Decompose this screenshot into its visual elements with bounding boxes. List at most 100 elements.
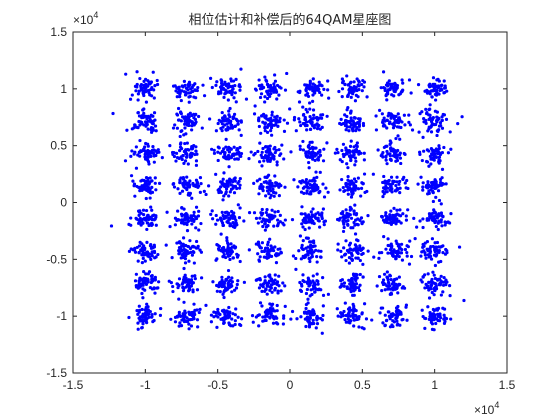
constellation-point (340, 278, 344, 282)
constellation-point (283, 284, 287, 288)
constellation-point (412, 216, 416, 221)
constellation-point (225, 236, 229, 240)
constellation-point (140, 242, 144, 246)
constellation-point (304, 218, 308, 223)
constellation-point (319, 255, 323, 259)
constellation-point (187, 123, 191, 128)
constellation-point (168, 144, 172, 148)
constellation-point (141, 282, 145, 286)
constellation-point (430, 277, 434, 282)
constellation-point (258, 255, 262, 259)
constellation-point (441, 112, 445, 117)
constellation-point (386, 251, 390, 255)
constellation-point (437, 160, 441, 164)
constellation-point (273, 73, 277, 77)
constellation-point (339, 315, 343, 319)
constellation-point (179, 141, 183, 145)
constellation-point (307, 226, 311, 230)
constellation-point (268, 306, 273, 310)
constellation-point (304, 302, 308, 307)
constellation-point (230, 290, 234, 294)
constellation-point (234, 218, 238, 223)
constellation-point (267, 192, 271, 196)
constellation-point (385, 98, 389, 102)
constellation-point (259, 153, 263, 157)
constellation-point (403, 181, 407, 185)
constellation-point (366, 249, 370, 253)
constellation-point (307, 166, 311, 170)
constellation-point (142, 216, 146, 221)
constellation-point (184, 285, 188, 289)
constellation-point (316, 157, 320, 161)
x-tick-label: 1 (431, 378, 438, 392)
constellation-point (420, 110, 424, 114)
constellation-point (308, 310, 312, 314)
constellation-point (292, 178, 296, 182)
constellation-point (390, 323, 394, 327)
constellation-point (179, 221, 184, 225)
constellation-point (260, 304, 264, 308)
constellation-point (341, 142, 346, 146)
ticks-layer: -1.5 -1 -0.5 0 0.5 1 1.5-1.5-1-0.500.511.5 (46, 25, 515, 392)
constellation-point (230, 92, 234, 97)
constellation-point (146, 308, 150, 312)
constellation-point (137, 114, 142, 118)
constellation-point (344, 239, 348, 243)
constellation-point (228, 190, 232, 194)
constellation-point (356, 239, 360, 243)
constellation-point (258, 216, 262, 220)
constellation-point (198, 190, 202, 194)
constellation-point (311, 318, 315, 322)
constellation-point (150, 130, 154, 134)
constellation-point (433, 276, 437, 281)
constellation-point (275, 114, 279, 118)
constellation-point (431, 215, 436, 219)
constellation-point (427, 149, 431, 153)
constellation-point (340, 282, 344, 286)
constellation-point (143, 259, 147, 263)
constellation-point (357, 80, 361, 84)
constellation-point (390, 244, 394, 248)
constellation-point (400, 242, 404, 246)
constellation-point (441, 244, 445, 248)
x-tick-label: 0.5 (354, 378, 371, 392)
constellation-point (406, 245, 410, 249)
constellation-point (216, 145, 220, 149)
constellation-point (174, 159, 178, 163)
constellation-point (258, 301, 263, 305)
constellation-point (190, 253, 194, 257)
constellation-point (222, 214, 226, 218)
constellation-point (311, 178, 315, 182)
constellation-point (314, 170, 318, 174)
constellation-point (132, 184, 136, 188)
constellation-point (233, 313, 237, 317)
constellation-point (355, 315, 359, 319)
constellation-point (142, 111, 146, 115)
constellation-point (438, 183, 442, 187)
constellation-point (174, 89, 178, 93)
constellation-point (305, 83, 309, 88)
constellation-point (215, 289, 219, 293)
constellation-point (192, 210, 196, 214)
constellation-point (384, 213, 388, 218)
constellation-point (265, 282, 269, 286)
constellation-point (430, 237, 435, 241)
constellation-point (301, 139, 305, 144)
constellation-point (194, 96, 198, 100)
constellation-point (396, 322, 400, 326)
constellation-point (349, 158, 353, 162)
constellation-point (409, 254, 414, 259)
constellation-point (173, 123, 177, 127)
constellation-point (353, 203, 357, 207)
constellation-point (231, 116, 236, 120)
constellation-point (405, 250, 409, 255)
constellation-point (311, 117, 315, 121)
constellation-point (195, 152, 199, 156)
constellation-point (381, 155, 385, 159)
constellation-point (312, 113, 316, 117)
y-tick-label: -1.5 (46, 366, 67, 380)
constellation-point (416, 182, 420, 186)
constellation-point (225, 310, 229, 314)
constellation-point (305, 128, 309, 132)
constellation-point (146, 155, 150, 159)
